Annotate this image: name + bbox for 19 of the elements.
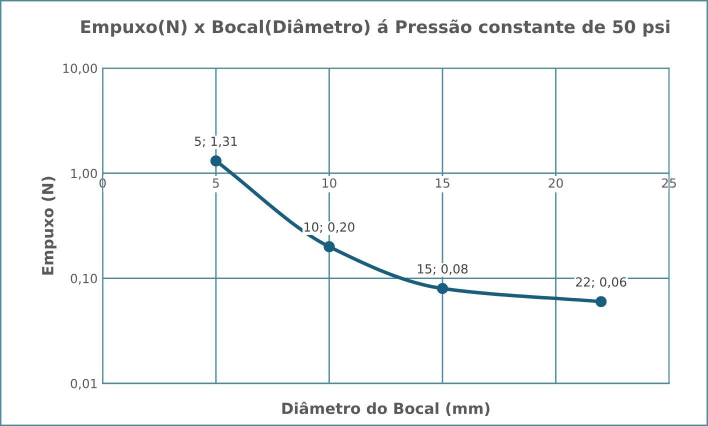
data-label: 15; 0,08 xyxy=(418,264,468,275)
y-tick-label: 1,00 xyxy=(71,168,97,180)
data-label: 22; 0,06 xyxy=(576,277,626,288)
point xyxy=(210,155,222,166)
data-label: 5; 1,31 xyxy=(194,136,237,148)
x-axis-title: Diâmetro do Bocal (mm) xyxy=(282,402,490,416)
chart-title: Empuxo(N) x Bocal(Diâmetro) á Pressão constante de 50 psi xyxy=(81,19,670,37)
data-label: 10; 0,20 xyxy=(304,222,354,234)
point xyxy=(436,282,448,294)
y-tick-label: 10,00 xyxy=(63,64,97,74)
x-tick-label: 10 xyxy=(322,178,336,188)
x-tick-label: 15 xyxy=(436,178,450,188)
y-axis-title: Empuxo (N) xyxy=(42,176,56,275)
point xyxy=(324,241,335,252)
y-tick-label: 0,10 xyxy=(70,274,97,285)
y-tick-label: 0,01 xyxy=(70,378,97,390)
x-tick-label: 5 xyxy=(212,178,219,188)
point xyxy=(596,296,607,308)
x-tick-label: 20 xyxy=(548,178,563,188)
